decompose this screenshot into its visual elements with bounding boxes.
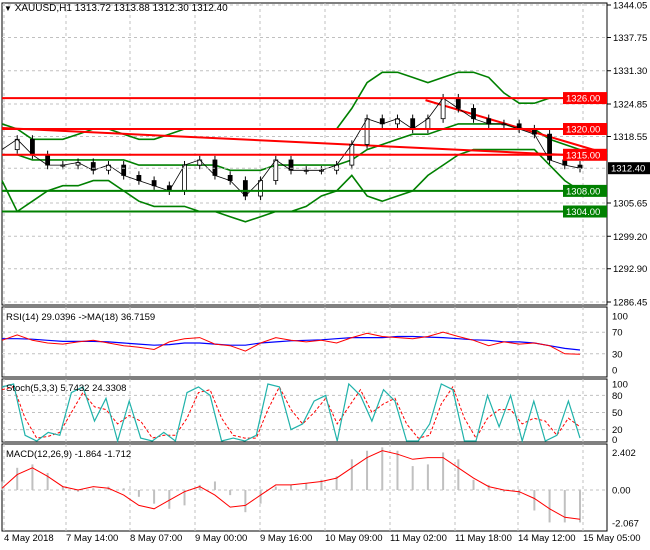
level-price-tag	[563, 184, 607, 197]
candle-body	[471, 107, 476, 120]
trend-line	[425, 99, 608, 155]
macd-tick-label: 0.00	[612, 486, 631, 497]
rsi-tick-label: 30	[612, 349, 623, 360]
level-price-tag	[563, 148, 607, 161]
collapse-triangle-icon[interactable]: ▼	[4, 4, 12, 13]
macd-title: MACD(12,26,9) -1.864 -1.712	[6, 449, 131, 460]
y-tick-label: 1324.85	[613, 100, 647, 111]
high-value: 1313.88	[113, 3, 150, 14]
level-price-tag	[563, 205, 607, 218]
candle-body	[425, 118, 431, 130]
x-tick-label: 8 May 07:00	[130, 533, 182, 544]
y-tick-label: 1337.75	[613, 33, 647, 44]
symbol-label: XAUUSD,H1	[14, 3, 72, 14]
stoch-main-line	[1, 382, 581, 444]
x-tick-label: 11 May 02:00	[390, 533, 447, 544]
level-price-label: 1308.00	[566, 186, 600, 197]
rsi-line	[1, 331, 581, 355]
level-price-tag	[563, 92, 607, 105]
level-price-label: 1326.00	[566, 94, 600, 105]
candle-body	[273, 159, 279, 181]
x-tick-label: 9 May 00:00	[195, 533, 247, 544]
panel-frame	[1, 378, 608, 443]
current-price-label: 1312.40	[611, 164, 645, 175]
candle-body	[364, 118, 370, 145]
x-tick-label: 10 May 09:00	[325, 533, 383, 544]
stoch-title: Stoch(5,3,3) 5.7432 24.3308	[6, 383, 126, 394]
candle-body	[30, 138, 35, 156]
candle-body	[121, 164, 127, 176]
level-price-label: 1320.00	[566, 125, 600, 136]
level-price-tag	[563, 123, 607, 136]
candle-body	[90, 162, 96, 171]
candle-body	[440, 97, 446, 120]
x-tick-label: 14 May 12:00	[518, 533, 576, 544]
stoch-tick-label: 100	[612, 380, 628, 391]
stoch-tick-label: 80	[612, 391, 623, 402]
current-price-tag	[608, 162, 650, 175]
level-price-label: 1304.00	[566, 207, 600, 218]
x-tick-label: 11 May 18:00	[455, 533, 512, 544]
candle-body	[45, 154, 51, 166]
candle-body	[242, 180, 248, 197]
rsi-tick-label: 0	[612, 366, 617, 377]
y-tick-label: 1344.05	[613, 1, 647, 12]
y-tick-label: 1331.30	[613, 66, 647, 77]
low-value: 1312.30	[152, 3, 189, 14]
candle-body	[547, 133, 552, 161]
open-value: 1313.72	[74, 3, 111, 14]
rsi-ma-line	[2, 335, 581, 351]
macd-tick-label: -2.067	[612, 519, 639, 530]
close-value: 1312.40	[191, 3, 228, 14]
rsi-tick-label: 70	[612, 328, 623, 339]
macd-signal-line	[1, 450, 581, 520]
y-tick-label: 1318.55	[613, 132, 647, 143]
chart-header: ▼ XAUUSD,H1 1313.72 1313.88 1312.30 1312…	[4, 3, 228, 14]
rsi-title: RSI(14) 29.0396 ->MA(18) 36.7159	[6, 312, 155, 323]
y-tick-label: 1286.45	[613, 298, 647, 309]
candle-body	[288, 159, 294, 171]
candle-body	[410, 118, 416, 130]
y-tick-label: 1292.90	[613, 264, 647, 275]
stoch-tick-label: 20	[612, 425, 623, 436]
stoch-tick-label: 0	[612, 435, 617, 446]
trend-line	[1, 126, 608, 158]
stoch-signal-line	[1, 385, 581, 440]
level-price-label: 1315.00	[566, 150, 600, 161]
candle-body	[455, 97, 461, 109]
x-tick-label: 9 May 16:00	[260, 533, 312, 544]
y-tick-label: 1299.20	[613, 232, 647, 243]
x-tick-label: 4 May 2018	[4, 533, 54, 544]
macd-tick-label: 2.402	[612, 448, 636, 459]
y-tick-label: 1305.65	[613, 199, 647, 210]
x-tick-label: 15 May 05:00	[583, 533, 641, 544]
panel-frame	[1, 306, 608, 378]
candle-body	[258, 180, 263, 197]
candle-body	[212, 159, 218, 176]
candle-body	[182, 164, 187, 192]
x-tick-label: 7 May 14:00	[66, 533, 118, 544]
rsi-tick-label: 100	[612, 312, 628, 323]
stoch-tick-label: 50	[612, 408, 623, 419]
